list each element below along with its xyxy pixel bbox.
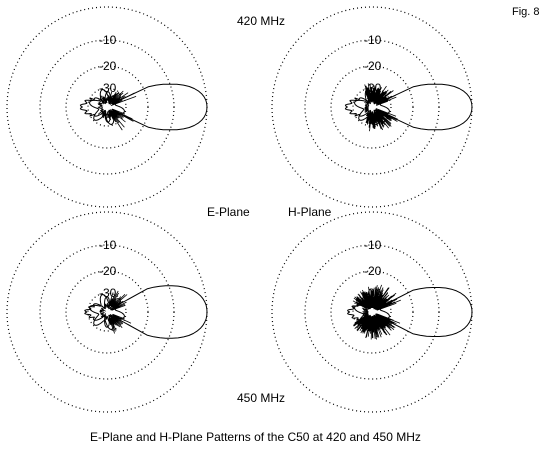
ring--30db (87, 87, 127, 127)
polar-panel-450mhz-e-plane: -10-20-30 (6, 211, 208, 413)
ring-label-minus20: -20 (364, 264, 382, 278)
polar-panel-450mhz-h-plane: -10-20-30 (271, 211, 473, 413)
ring-label-minus20: -20 (364, 59, 382, 73)
ring--20db (65, 270, 149, 354)
frequency-label-bottom: 450 MHz (237, 391, 285, 405)
ring--20db (65, 65, 149, 149)
ring--10db (304, 39, 440, 175)
ring-label-minus30: -30 (99, 81, 117, 95)
figure-number-label: Fig. 8 (512, 6, 540, 18)
ring--20db (330, 65, 414, 149)
frequency-label-top: 420 MHz (237, 14, 285, 28)
ring-label-minus20: -20 (99, 59, 117, 73)
ring--30db (87, 292, 127, 332)
ring-label-minus10: -10 (364, 238, 382, 252)
ring--10db (304, 244, 440, 380)
inner-pattern-contour (89, 89, 125, 125)
e-plane-label: E-Plane (207, 205, 250, 219)
inner-pattern-contour (354, 89, 390, 125)
ring-label-minus10: -10 (364, 33, 382, 47)
ring--10db (39, 244, 175, 380)
main-lobe-curve (84, 285, 208, 339)
ring-label-minus10: -10 (99, 238, 117, 252)
side-lobe-spikes (97, 90, 137, 131)
inner-pattern-contour (89, 294, 125, 330)
ring-label-minus20: -20 (99, 264, 117, 278)
polar-panel-420mhz-h-plane: -10-20-30 (271, 6, 473, 208)
ring--10db (39, 39, 175, 175)
h-plane-label: H-Plane (288, 205, 332, 219)
ring--20db (330, 270, 414, 354)
polar-panel-420mhz-e-plane: -10 -20 -30 (6, 6, 208, 208)
inner-pattern-contour (354, 294, 390, 330)
ring-label-minus10: -10 (99, 33, 117, 47)
figure-caption: E-Plane and H-Plane Patterns of the C50 … (90, 430, 421, 444)
